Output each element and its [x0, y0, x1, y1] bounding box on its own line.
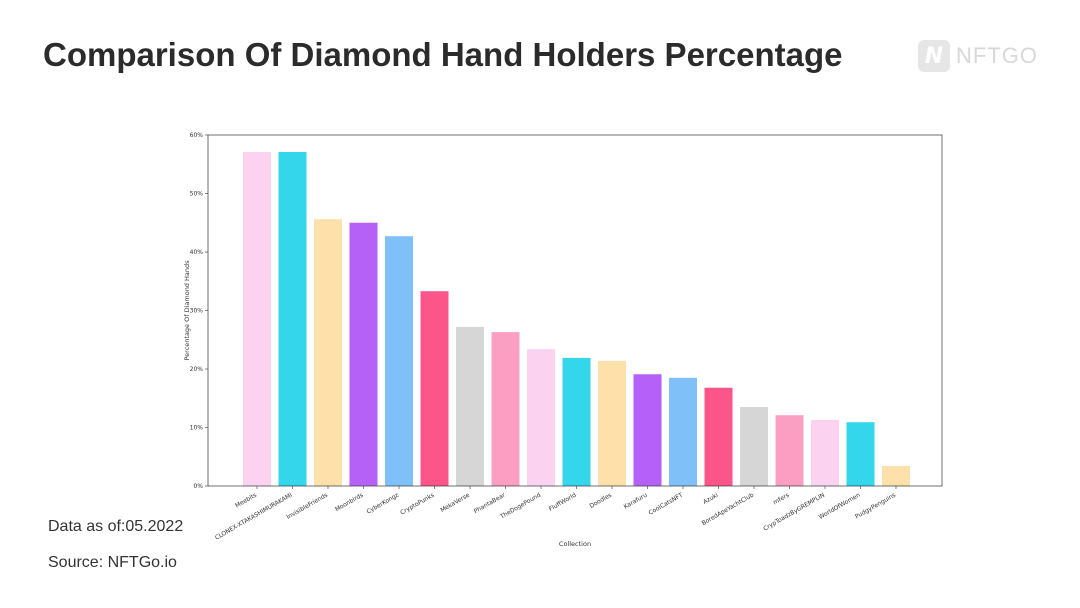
x-tick-label: MekaVerse: [439, 492, 471, 514]
x-tick-label: Azuki: [702, 492, 720, 506]
bar: [562, 357, 591, 486]
y-tick-label: 50%: [190, 191, 204, 198]
y-tick-label: 10%: [190, 425, 204, 432]
x-tick-label: mfers: [772, 492, 790, 507]
bar: [740, 407, 768, 486]
x-tick-label: Karafuru: [623, 492, 649, 511]
x-tick-label: Doodles: [588, 492, 613, 510]
y-tick-label: 20%: [190, 366, 204, 373]
y-tick-label: 40%: [190, 249, 204, 256]
x-tick-label: CryptoPunks: [399, 492, 435, 517]
bar: [846, 422, 875, 486]
x-tick-label: FluffWorld: [548, 492, 578, 513]
bar: [349, 222, 378, 486]
x-tick-label: Moonbirds: [334, 492, 364, 514]
y-tick-label: 0%: [193, 483, 203, 490]
bar: [314, 219, 342, 487]
bar: [633, 374, 662, 486]
logo-text: NFTGO: [956, 43, 1038, 68]
bar: [704, 387, 733, 486]
bar: [385, 236, 413, 486]
page-title: Comparison Of Diamond Hand Holders Perce…: [43, 36, 843, 73]
bar: [811, 419, 839, 486]
y-tick-label: 60%: [190, 132, 204, 139]
bar: [882, 466, 910, 486]
y-axis-label: Percentage Of Diamond Hands: [183, 260, 191, 361]
x-tick-label: PhantaBear: [473, 491, 507, 515]
bar: [456, 326, 484, 486]
date-note: Data as of:05.2022: [48, 518, 184, 535]
x-axis-label: Collection: [559, 540, 591, 548]
nftgo-logo: N NFTGO: [918, 40, 1038, 72]
x-tick-label: CyberKongz: [366, 492, 400, 516]
bar: [491, 332, 520, 486]
plot-frame: [207, 134, 943, 487]
bar: [669, 377, 697, 486]
x-tick-label: CoolCatsNFT: [648, 492, 685, 517]
x-tick-label: Meebits: [234, 492, 258, 510]
bar: [278, 151, 307, 486]
bar: [598, 360, 626, 486]
source-note: Source: NFTGo.io: [48, 554, 177, 571]
bar: [420, 291, 449, 486]
bar: [527, 349, 555, 486]
bar: [243, 151, 271, 486]
nftgo-logo-icon: N: [918, 40, 950, 72]
x-tick-label: CrypToadzByGREMPLIN: [762, 492, 826, 533]
y-tick-label: 30%: [190, 308, 204, 315]
bar: [775, 415, 804, 486]
